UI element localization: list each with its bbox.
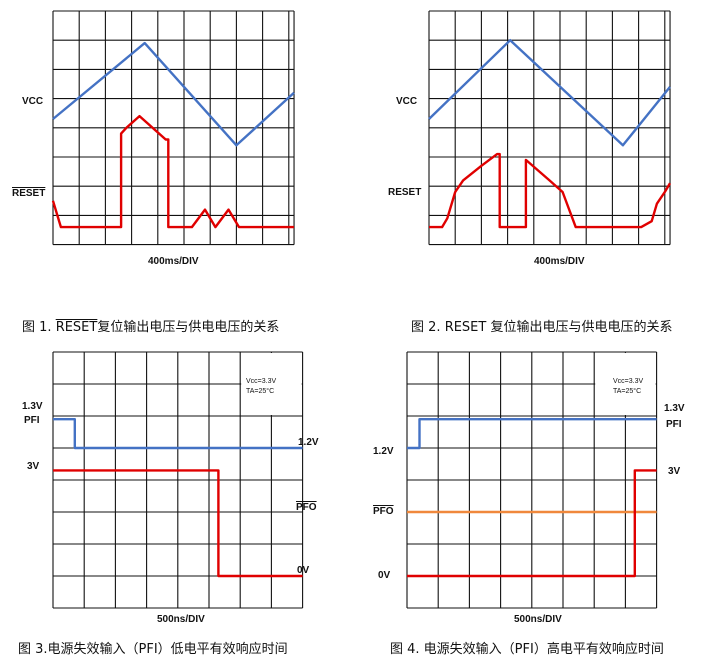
fig3-label-3v: 3V: [27, 461, 40, 472]
fig4-label-pfo: PFO: [373, 506, 394, 517]
fig3-label-0v: 0V: [297, 565, 310, 576]
fig4-label-3v: 3V: [668, 466, 681, 477]
fig4-label-0v: 0V: [378, 570, 391, 581]
fig4-label-1-3v: 1.3V: [664, 403, 685, 414]
fig4-xdiv-label: 500ns/DIV: [514, 614, 562, 625]
fig4-trace-pfi: [407, 417, 657, 450]
fig3-note-ta: TA=25°C: [246, 388, 275, 395]
fig1-caption-reset: RESET: [55, 320, 98, 335]
fig4-label-pfi: PFI: [666, 419, 682, 430]
figure-2: VCC RESET 400ms/DIV 图 2. RESET 复位输出电压与供电…: [356, 0, 713, 340]
fig1-trace-vcc: [52, 41, 295, 147]
fig2-caption: 图 2. RESET 复位输出电压与供电电压的关系: [411, 316, 672, 335]
fig3-label-1-2v: 1.2V: [298, 437, 319, 448]
fig4-note: Vcc=3.3V TA=25°C: [613, 377, 643, 397]
fig2-scope: [428, 10, 672, 246]
fig4-label-1-2v: 1.2V: [373, 446, 394, 457]
fig2-caption-prefix: 图 2.: [411, 320, 441, 335]
fig3-label-1-3v: 1.3V: [22, 401, 43, 412]
fig1-caption: 图 1. RESET复位输出电压与供电电压的关系: [22, 316, 279, 335]
fig2-caption-text: RESET 复位输出电压与供电电压的关系: [444, 320, 673, 335]
fig3-note: Vcc=3.3V TA=25°C: [246, 377, 276, 397]
fig4-note-ta: TA=25°C: [613, 388, 642, 395]
fig4-scope: [406, 351, 658, 609]
fig4-note-vcc: Vcc=3.3V: [613, 378, 644, 385]
fig3-note-vcc: Vcc=3.3V: [246, 378, 277, 385]
fig2-trace-vcc: [428, 39, 671, 147]
fig3-traces: [53, 417, 303, 578]
fig1-traces: [51, 41, 295, 229]
fig2-reset-label: RESET: [388, 187, 422, 198]
fig1-trace-reset: [51, 114, 294, 229]
figure-4: Vcc=3.3V TA=25°C 1.2V PFO 0V 1.3V PFI 3V…: [356, 340, 713, 671]
figure-1: VCC RESET 400ms/DIV 图 1. RESET复位输出电压与供电电…: [0, 0, 356, 340]
fig4-trace-pfo: [407, 469, 657, 578]
fig3-caption: 图 3.电源失效输入（PFI）低电平有效响应时间: [18, 642, 288, 657]
figure-3: Vcc=3.3V TA=25°C 1.3V PFI 3V 1.2V PFO 0V…: [0, 340, 356, 671]
fig2-xdiv-label: 400ms/DIV: [534, 256, 585, 267]
fig1-scope: [51, 10, 295, 246]
fig3-label-pfi: PFI: [24, 415, 40, 426]
fig3-trace-pfi: [53, 417, 303, 450]
fig1-caption-prefix: 图 1.: [22, 320, 52, 335]
fig1-caption-rest: 复位输出电压与供电电压的关系: [97, 320, 280, 335]
fig1-reset-label: RESET: [12, 188, 46, 199]
fig2-vcc-label: VCC: [396, 96, 418, 107]
fig3-grid: [52, 351, 304, 609]
fig2-trace-reset: [429, 152, 672, 229]
fig3-xdiv-label: 500ns/DIV: [157, 614, 205, 625]
fig4-caption: 图 4. 电源失效输入（PFI）高电平有效响应时间: [390, 642, 664, 657]
fig1-xdiv-label: 400ms/DIV: [148, 256, 199, 267]
fig1-grid: [52, 10, 295, 246]
fig3-label-pfo: PFO: [296, 502, 317, 513]
fig4-grid: [406, 351, 658, 609]
fig1-vcc-label: VCC: [22, 96, 44, 107]
note-box: [595, 353, 656, 415]
fig2-grid: [428, 10, 671, 246]
fig2-traces: [428, 39, 672, 229]
note-box: [241, 353, 302, 415]
fig3-scope: [52, 351, 304, 609]
fig4-traces: [407, 417, 657, 578]
fig3-trace-pfo: [53, 469, 303, 578]
